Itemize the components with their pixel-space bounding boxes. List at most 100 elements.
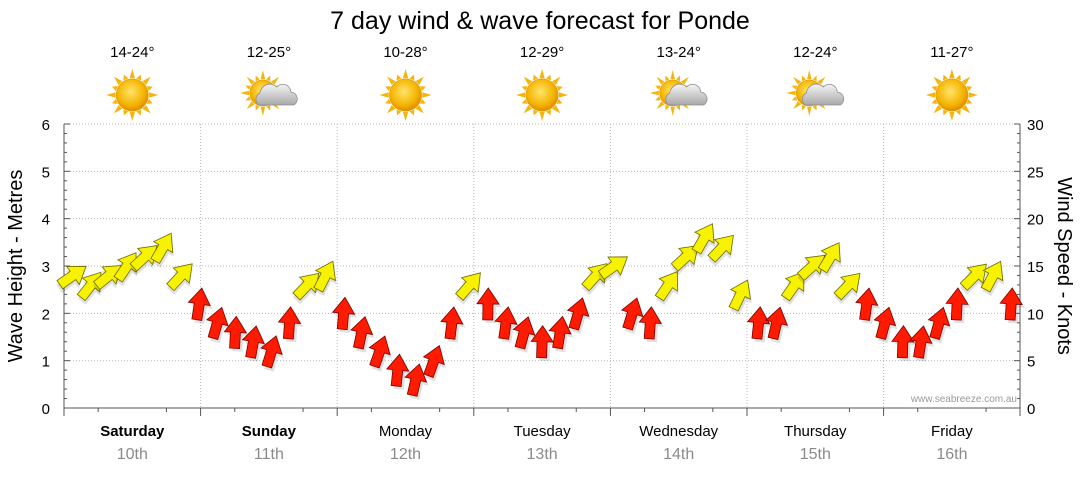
left-tick-label: 1: [42, 354, 50, 371]
sun-ray: [111, 98, 118, 104]
sun-ray: [387, 76, 396, 86]
sun-ray: [149, 92, 159, 98]
wind-arrow: [873, 306, 898, 344]
wind-arrow-body: [350, 315, 374, 350]
wind-arrow: [691, 223, 716, 259]
cloud-shape: [801, 83, 845, 106]
sun-ray: [521, 98, 528, 104]
day-label-wednesday: Wednesday: [639, 423, 718, 440]
sun-ray: [558, 92, 569, 98]
watermark: www.seabreeze.com.au: [910, 394, 1017, 405]
sun-ray: [546, 109, 552, 116]
wind-arrow: [980, 260, 1005, 297]
sun-ray: [931, 98, 938, 104]
wind-arrow-body: [166, 263, 193, 292]
sun-ray: [556, 86, 563, 92]
sun-ray: [655, 96, 661, 101]
sun-ray: [385, 86, 392, 92]
sun-ray: [123, 109, 129, 116]
wind-arrow-body: [707, 234, 734, 263]
wind-arrow-body: [654, 271, 678, 302]
sun-ray: [402, 69, 409, 79]
sun-ray: [675, 104, 681, 111]
wind-arrow: [780, 271, 805, 306]
sun-ray: [812, 104, 817, 111]
sun-ray: [933, 76, 942, 86]
sun-ray: [239, 90, 250, 96]
sun-ray: [552, 104, 561, 114]
right-tick-label: 20: [1027, 212, 1044, 229]
sun-ray: [949, 69, 955, 79]
sun-icon: [106, 69, 159, 121]
sun-ray: [812, 75, 817, 82]
sun-ray: [136, 109, 142, 116]
sun-ray: [807, 70, 812, 80]
wind-arrow-body: [746, 306, 771, 340]
day-label-saturday: Saturday: [100, 423, 165, 440]
wind-arrow-body: [891, 325, 915, 359]
day-temperature: 13-24°: [657, 44, 701, 61]
sun-ray: [142, 104, 151, 114]
wind-arrow: [620, 297, 645, 334]
wind-arrow: [166, 263, 193, 295]
sun-ray: [942, 109, 948, 116]
sun-ray: [675, 75, 681, 82]
left-tick-label: 4: [42, 212, 50, 229]
wind-arrow-body: [597, 256, 628, 280]
wind-arrow: [765, 306, 790, 344]
left-tick-label: 5: [42, 164, 50, 181]
wind-arrow: [150, 232, 174, 268]
sun-ray: [649, 90, 659, 96]
cloud-part: [801, 83, 845, 106]
sun-ray: [146, 98, 153, 104]
wind-arrow-body: [386, 353, 410, 387]
sun-ray: [656, 101, 665, 110]
cloud-part: [665, 83, 708, 106]
wind-arrow: [548, 315, 574, 353]
day-label-monday: Monday: [379, 423, 433, 440]
sun-ray: [516, 92, 526, 98]
sun-ray: [533, 109, 539, 116]
day-date-friday: 16th: [936, 446, 967, 463]
sun-ray: [539, 69, 545, 79]
wind-arrow-body: [241, 325, 265, 359]
wind-arrow-body: [187, 287, 211, 321]
cloud-shape: [665, 83, 708, 106]
sun-ray: [246, 101, 255, 110]
day-date-thursday: 15th: [800, 446, 831, 463]
sun-ray: [933, 104, 942, 114]
day-temperature: 12-25°: [247, 44, 291, 61]
left-tick-label: 3: [42, 259, 50, 276]
sun-disc: [389, 78, 422, 112]
sun-ray: [396, 109, 402, 116]
sun-ray: [539, 111, 545, 121]
wind-arrow: [205, 306, 231, 344]
sun-ray: [402, 111, 409, 121]
wind-arrow: [313, 260, 337, 297]
sun-ray: [523, 76, 533, 86]
wind-arrow: [909, 325, 935, 362]
wind-arrow-body: [780, 271, 805, 302]
sun-ray: [415, 104, 424, 114]
right-tick-label: 10: [1027, 306, 1044, 323]
wind-arrow: [597, 256, 628, 284]
wind-arrow-body: [150, 232, 174, 265]
wind-arrow: [817, 242, 842, 277]
wind-arrow: [422, 345, 447, 382]
wind-arrow-body: [476, 287, 500, 321]
wind-arrow: [891, 325, 917, 361]
sun-ray: [379, 92, 389, 98]
wind-arrow: [707, 234, 734, 267]
wind-arrow-body: [959, 263, 987, 291]
wind-arrow-body: [728, 279, 751, 312]
wind-arrow-body: [566, 297, 590, 331]
sun-ray: [949, 111, 955, 121]
sun-ray: [966, 98, 973, 104]
sun-icon: [925, 69, 978, 121]
sun-ray: [113, 104, 123, 114]
sun-disc: [935, 78, 969, 112]
wind-arrow-body: [313, 260, 336, 293]
sun-ray: [931, 86, 938, 92]
wind-arrow: [746, 306, 773, 343]
